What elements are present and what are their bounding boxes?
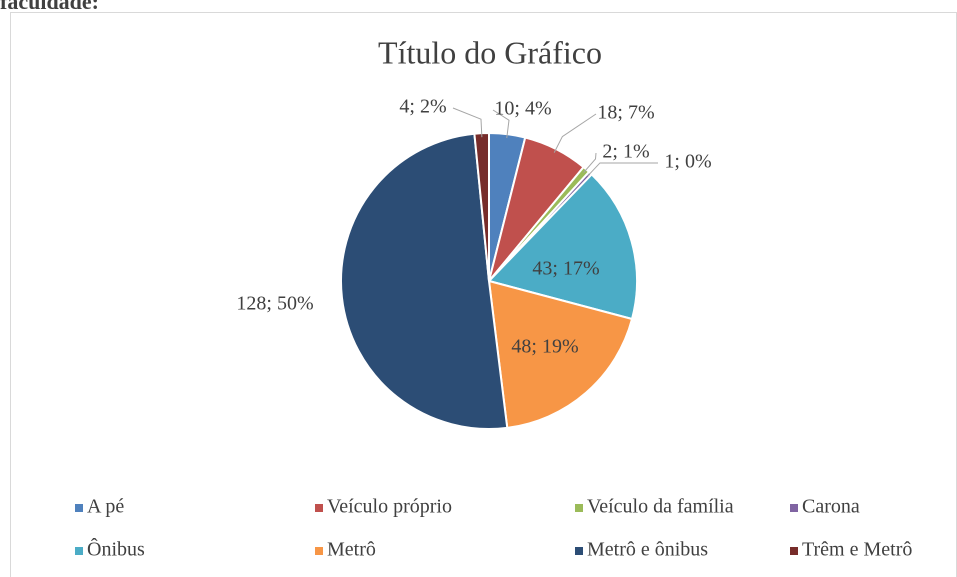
leader-line — [492, 109, 510, 139]
legend-label: Trêm e Metrô — [802, 539, 912, 561]
pie-slice — [339, 132, 509, 430]
legend-swatch — [790, 547, 798, 555]
data-label: 4; 2% — [399, 96, 446, 118]
data-label: 18; 7% — [597, 102, 654, 124]
pie-slice — [487, 173, 638, 321]
legend-label: Metrô — [327, 539, 376, 561]
data-label: 48; 19% — [511, 336, 578, 358]
legend-label: Carona — [802, 496, 860, 518]
data-label: 43; 17% — [532, 258, 599, 280]
legend-swatch — [790, 504, 798, 512]
legend-label: A pé — [87, 496, 124, 518]
leader-line — [452, 107, 483, 138]
data-label: 1; 0% — [664, 151, 711, 173]
legend-swatch — [75, 504, 83, 512]
legend-label: Ônibus — [87, 537, 145, 561]
legend-swatch — [315, 547, 323, 555]
legend-swatch — [315, 504, 323, 512]
legend-label: Metrô e ônibus — [587, 539, 708, 561]
leader-line — [553, 113, 597, 153]
legend-label: Veículo da família — [587, 496, 734, 518]
data-label: 2; 1% — [602, 141, 649, 163]
chart-title: Título do Gráfico — [378, 34, 602, 70]
pie-slice — [487, 279, 634, 429]
caption: faculdade: — [0, 0, 99, 14]
legend-label: Veículo próprio — [327, 496, 452, 518]
data-label: 128; 50% — [236, 293, 313, 315]
leader-line — [587, 162, 659, 177]
legend-swatch — [75, 547, 83, 555]
legend-swatch — [575, 547, 583, 555]
legend-swatch — [575, 504, 583, 512]
leader-line — [583, 152, 597, 173]
data-label: 10; 4% — [494, 98, 551, 120]
